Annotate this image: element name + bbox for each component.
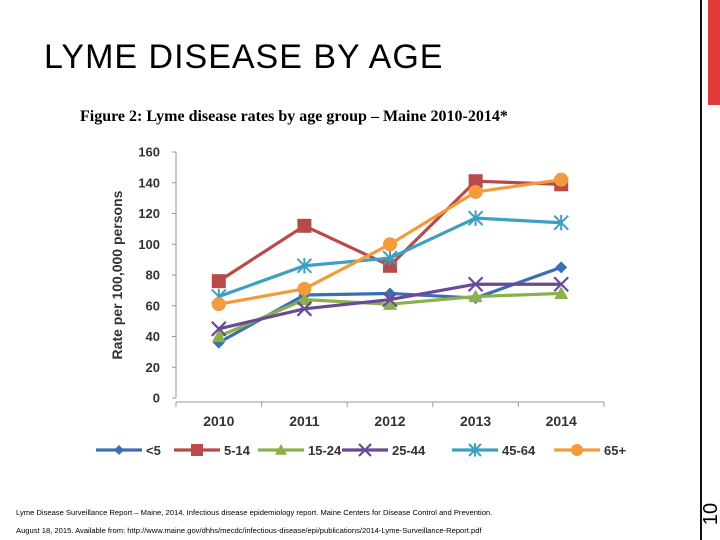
legend-marker-15-24 <box>275 444 287 455</box>
data-point-25-44 <box>467 276 484 293</box>
data-point-65 <box>297 281 312 296</box>
data-point-25-44 <box>553 276 569 293</box>
legend-label-15-24: 15-24 <box>308 443 342 458</box>
legend-label-25-44: 25-44 <box>392 443 426 458</box>
y-tick-label: 60 <box>146 298 160 313</box>
data-point-5-14 <box>297 218 312 233</box>
x-tick-label: 2014 <box>546 413 577 429</box>
legend-marker-5-14 <box>191 444 203 456</box>
reference-line-2: August 18, 2015. Available from: http://… <box>16 526 482 535</box>
legend-marker-45-64 <box>468 443 482 457</box>
y-tick-label: 0 <box>153 391 160 406</box>
x-tick-label: 2011 <box>289 413 320 429</box>
y-tick-label: 100 <box>138 237 160 252</box>
data-point-25-44 <box>382 291 398 308</box>
y-tick-label: 40 <box>146 329 160 344</box>
reference-line-1: Lyme Disease Surveillance Report – Maine… <box>16 508 493 517</box>
slide-title: LYME DISEASE BY AGE <box>44 38 444 76</box>
y-tick-label: 80 <box>146 268 160 283</box>
x-tick-label: 2013 <box>460 413 491 429</box>
y-tick-label: 120 <box>138 206 160 221</box>
title-accent-bar <box>708 0 720 105</box>
legend-label-65: 65+ <box>604 443 626 458</box>
data-point-5-14 <box>468 174 483 189</box>
data-point-5 <box>555 261 568 274</box>
legend-label-5-14: 5-14 <box>224 443 251 458</box>
legend-label-45-64: 45-64 <box>502 443 536 458</box>
data-point-15-24 <box>297 292 312 306</box>
legend-label-5: <5 <box>146 443 161 458</box>
data-point-45-64 <box>382 250 398 266</box>
data-point-25-44 <box>296 301 313 317</box>
x-tick-label: 2010 <box>203 413 234 429</box>
x-tick-label: 2012 <box>374 413 405 429</box>
data-point-15-24 <box>468 289 483 303</box>
data-point-45-64 <box>296 258 313 274</box>
data-point-45-64 <box>467 210 484 226</box>
data-point-5-14 <box>211 274 226 289</box>
data-point-65 <box>211 297 226 312</box>
data-point-15-24 <box>554 286 569 300</box>
y-tick-label: 140 <box>138 175 160 190</box>
data-point-15-24 <box>211 329 226 343</box>
data-point-45-64 <box>553 215 569 231</box>
data-point-65 <box>468 184 483 199</box>
y-axis-label: Rate per 100,000 persons <box>109 190 125 359</box>
y-tick-label: 160 <box>138 145 160 160</box>
slide-divider-line <box>700 0 702 540</box>
legend-marker-5 <box>114 445 124 455</box>
legend-marker-65 <box>571 444 583 456</box>
data-point-25-44 <box>211 321 227 337</box>
data-point-65 <box>383 237 397 252</box>
data-point-15-24 <box>383 297 397 310</box>
legend-marker-25-44 <box>358 443 372 457</box>
y-tick-label: 20 <box>146 360 160 375</box>
chart-title: Figure 2: Lyme disease rates by age grou… <box>80 108 508 125</box>
data-point-65 <box>554 172 569 187</box>
